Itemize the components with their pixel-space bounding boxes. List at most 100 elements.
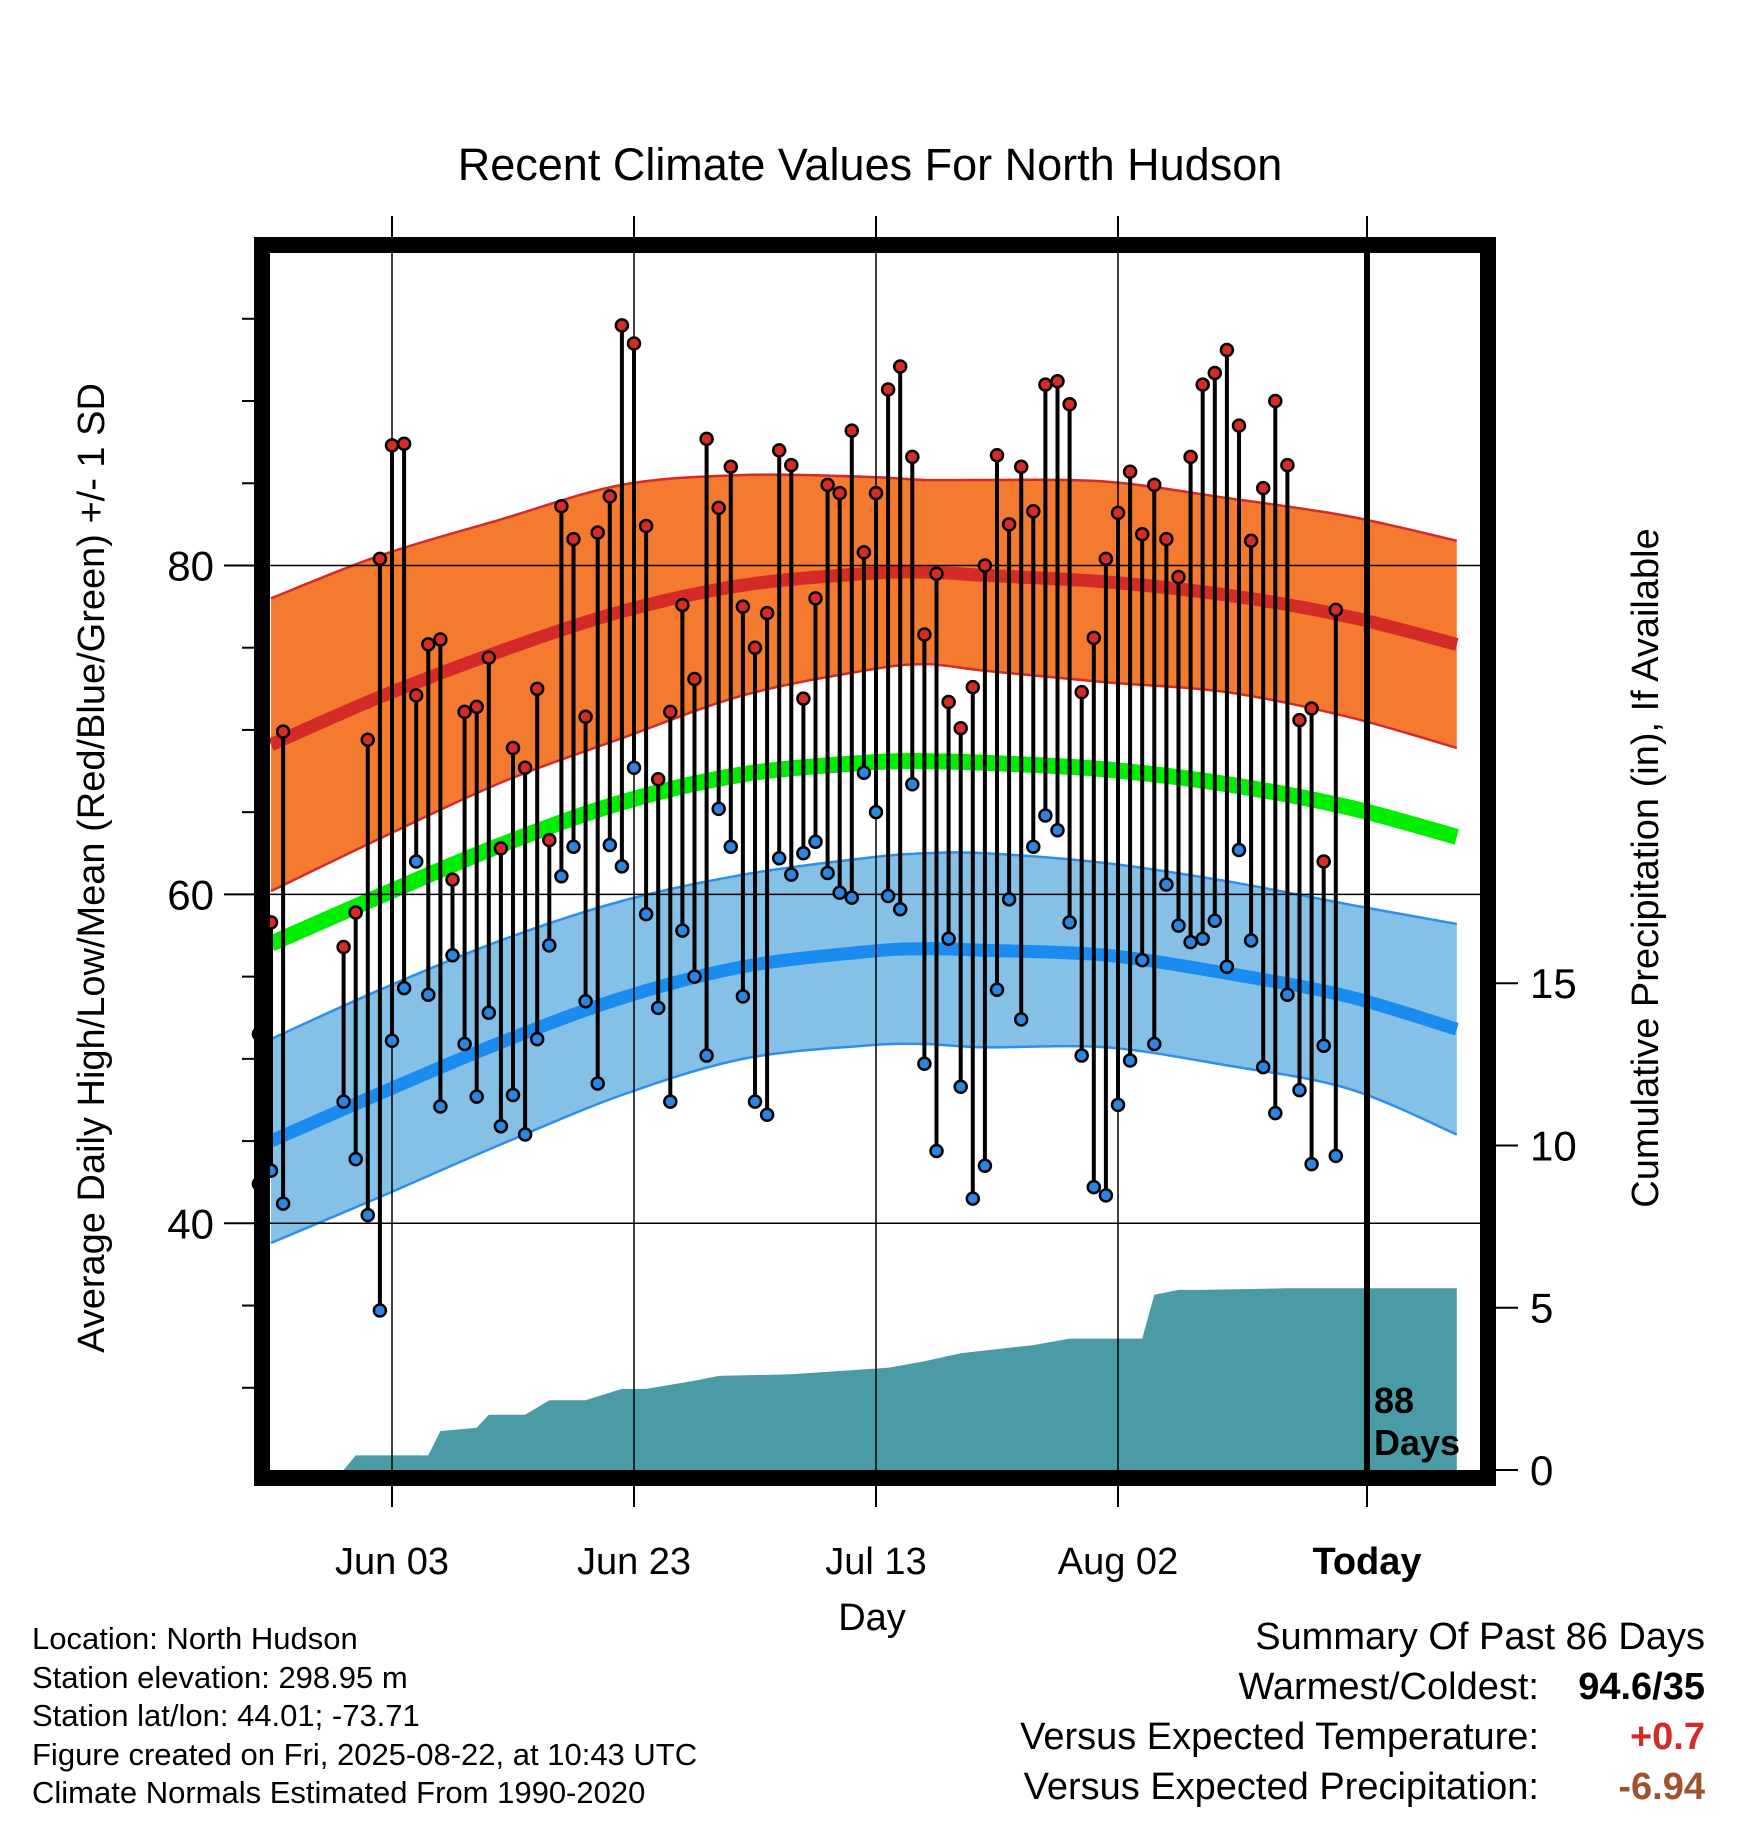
daily-high-point <box>1280 457 1295 473</box>
daily-low-point <box>529 1031 545 1047</box>
y-axis-right-label: Cumulative Precipitation (in), If Availa… <box>1625 528 1667 1207</box>
daily-low-point <box>408 854 424 869</box>
daily-low-point <box>1231 842 1247 858</box>
daily-high-point <box>529 681 545 697</box>
daily-low-point <box>602 837 618 853</box>
daily-low-point <box>1255 1059 1271 1075</box>
daily-low-point <box>360 1207 376 1223</box>
station-location: Location: North Hudson <box>32 1621 358 1656</box>
daily-high-point <box>1134 526 1150 542</box>
daily-low-point <box>965 1191 981 1206</box>
y-left-tick-label: 80 <box>167 542 214 589</box>
daily-low-point <box>505 1087 521 1103</box>
daily-low-point <box>554 869 569 884</box>
y-axis-left-label: Average Daily High/Low/Mean (Red/Blue/Gr… <box>71 383 113 1353</box>
daily-high-point <box>1026 503 1041 519</box>
daily-high-point <box>614 318 630 333</box>
daily-low-point <box>1243 933 1259 948</box>
y-right-tick-label: 15 <box>1530 960 1577 1007</box>
daily-observations <box>251 318 1344 1318</box>
climate-normals-period: Climate Normals Estimated From 1990-2020 <box>32 1775 646 1810</box>
daily-high-point <box>602 489 618 504</box>
daily-low-point <box>1134 952 1150 968</box>
daily-high-point <box>977 558 993 573</box>
daily-low-point <box>626 760 642 776</box>
daily-low-point <box>384 1033 400 1049</box>
daily-low-point <box>396 980 412 996</box>
daily-low-point <box>917 1056 932 1072</box>
daily-low-point <box>844 890 860 905</box>
daily-high-point <box>941 694 956 710</box>
daily-high-point <box>1292 712 1307 728</box>
daily-low-point <box>614 859 630 874</box>
daily-low-point <box>1183 934 1198 950</box>
daily-high-point <box>953 721 968 736</box>
daily-high-point <box>1038 377 1053 392</box>
temperature-departure-value: +0.7 <box>1629 1716 1705 1758</box>
daily-high-point <box>1171 569 1186 585</box>
daily-high-point <box>989 448 1005 463</box>
daily-high-point <box>1304 701 1319 716</box>
daily-low-point <box>542 938 557 953</box>
daily-high-point <box>905 449 920 465</box>
cumulative-precipitation-area <box>258 1288 1457 1470</box>
daily-high-point <box>747 640 763 655</box>
daily-high-point <box>1219 342 1235 358</box>
daily-high-point <box>832 485 847 501</box>
daily-low-point <box>723 839 739 854</box>
daily-low-point <box>663 1094 678 1109</box>
chart-title: Recent Climate Values For North Hudson <box>458 139 1283 190</box>
normal-low-band <box>268 851 1459 1245</box>
daily-low-point <box>1147 1036 1162 1052</box>
daily-high-point <box>493 841 509 856</box>
daily-high-point <box>1147 477 1162 493</box>
daily-low-point <box>953 1079 968 1095</box>
daily-high-point <box>735 599 751 614</box>
daily-low-point <box>820 865 835 881</box>
daily-high-point <box>820 477 835 493</box>
daily-low-point <box>1086 1179 1102 1195</box>
daily-low-point <box>675 923 690 938</box>
x-tick-label: Today <box>1312 1541 1421 1583</box>
daily-high-point <box>1207 365 1223 381</box>
daily-low-point <box>1013 1012 1029 1027</box>
daily-high-point <box>868 485 884 501</box>
daily-high-point <box>275 724 291 739</box>
daily-high-point <box>844 423 860 438</box>
daily-high-point <box>687 671 702 687</box>
daily-low-point <box>566 839 581 854</box>
daily-low-point <box>747 1094 763 1109</box>
daily-high-point <box>336 939 351 955</box>
daily-low-point <box>1122 1053 1138 1068</box>
daily-high-point <box>626 336 642 351</box>
daily-low-point <box>868 804 884 820</box>
daily-high-point <box>1110 505 1126 521</box>
daily-low-point <box>1074 1048 1089 1063</box>
daily-high-point <box>445 872 460 887</box>
y-left-tick-label: 40 <box>167 1200 214 1247</box>
daily-high-point <box>699 431 714 447</box>
x-axis-label: Day <box>838 1597 906 1639</box>
daily-low-point <box>771 850 787 866</box>
plot-frame <box>254 237 1496 1486</box>
x-tick-label: Jul 13 <box>825 1541 926 1583</box>
daily-low-point <box>1316 1038 1331 1053</box>
summary-precipitation-departure: Versus Expected Precipitation: -6.94 <box>805 1762 1705 1812</box>
daily-low-point <box>578 994 593 1009</box>
daily-high-point <box>650 772 666 787</box>
daily-low-point <box>1062 915 1077 930</box>
daily-low-point <box>784 867 799 882</box>
daily-low-point <box>711 801 726 817</box>
daily-low-point <box>880 888 896 904</box>
daily-high-point <box>421 637 436 652</box>
summary-title: Summary Of Past 86 Days <box>1255 1616 1705 1658</box>
y-left-tick-label: 60 <box>167 871 214 918</box>
daily-low-point <box>372 1303 388 1318</box>
low-sd-upper-edge <box>270 851 1458 1041</box>
daily-low-point <box>759 1107 775 1123</box>
station-info: Location: North Hudson Station elevation… <box>32 1620 697 1813</box>
daily-low-point <box>1038 808 1053 823</box>
x-tick-label: Jun 03 <box>335 1541 449 1583</box>
daily-high-point <box>1098 551 1114 567</box>
daily-high-point <box>796 691 811 706</box>
